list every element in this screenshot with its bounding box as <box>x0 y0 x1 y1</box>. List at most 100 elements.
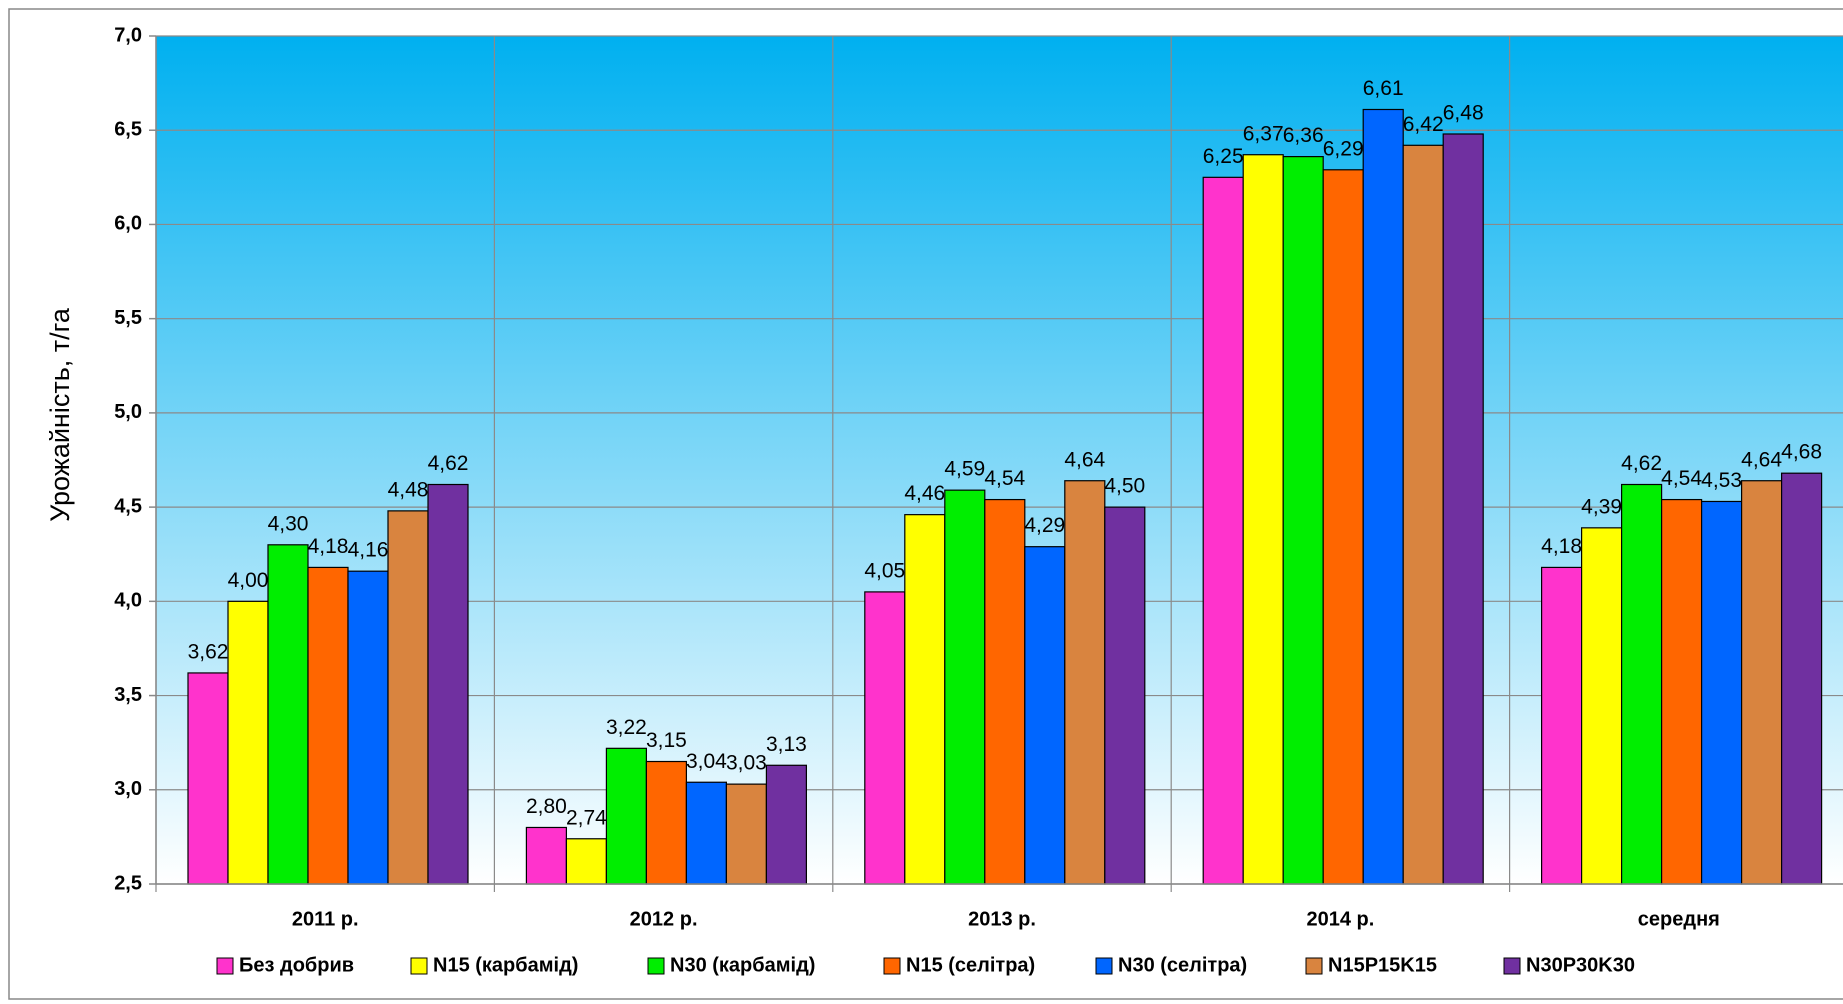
bar <box>427 483 469 885</box>
data-label: 4,59 <box>944 458 985 481</box>
data-label: 3,13 <box>766 733 807 756</box>
data-label: 6,29 <box>1323 137 1364 160</box>
bar <box>525 826 568 885</box>
legend-swatch <box>410 957 428 975</box>
bar <box>1104 506 1146 885</box>
data-label: 4,68 <box>1781 441 1822 464</box>
data-label: 3,04 <box>686 750 727 773</box>
bar <box>1282 156 1324 885</box>
legend-swatch <box>883 957 901 975</box>
bar <box>1700 500 1743 885</box>
bar <box>984 498 1026 885</box>
y-tick-label: 4,5 <box>114 495 142 517</box>
bar <box>1024 546 1066 885</box>
data-label: 4,62 <box>428 452 469 475</box>
legend-label: N30 (карбамід) <box>670 954 815 976</box>
legend-swatch <box>1095 957 1113 975</box>
bar <box>1740 480 1783 885</box>
data-label: 4,62 <box>1621 452 1662 475</box>
y-tick-label: 5,0 <box>114 401 142 423</box>
y-tick-label: 3,5 <box>114 684 142 706</box>
bar <box>864 591 906 885</box>
x-tick-label: 2011 р. <box>292 908 359 930</box>
y-tick-label: 5,5 <box>114 307 142 329</box>
data-label: 2,80 <box>526 795 567 818</box>
data-label: 3,15 <box>646 729 687 752</box>
legend-label: N30 (селітра) <box>1118 954 1247 976</box>
data-label: 3,62 <box>188 640 229 663</box>
x-tick-label: 2012 р. <box>630 908 698 930</box>
x-tick-label: середня <box>1638 908 1720 930</box>
legend-label: N15 (селітра) <box>906 954 1035 976</box>
data-label: 6,37 <box>1243 122 1284 145</box>
data-label: 6,36 <box>1283 124 1324 147</box>
data-label: 6,61 <box>1363 77 1404 100</box>
data-label: 3,03 <box>726 752 767 775</box>
bar <box>725 783 768 885</box>
x-tick-label: 2013 р. <box>968 908 1036 930</box>
legend-label: Без добрив <box>239 954 354 976</box>
data-label: 4,48 <box>388 478 429 501</box>
bar <box>1780 472 1823 885</box>
legend-swatch <box>1503 957 1521 975</box>
data-label: 6,42 <box>1403 113 1444 136</box>
bar <box>685 781 728 885</box>
bar <box>565 838 608 885</box>
data-label: 4,46 <box>904 482 945 505</box>
bar <box>1202 176 1244 885</box>
bar <box>187 672 229 885</box>
data-label: 2,74 <box>566 806 607 829</box>
legend-swatch <box>647 957 665 975</box>
data-label: 4,54 <box>1661 467 1702 490</box>
legend-label: N15P15K15 <box>1328 954 1437 976</box>
data-label: 4,50 <box>1104 475 1145 498</box>
bar <box>1660 498 1703 885</box>
data-label: 4,29 <box>1024 514 1065 537</box>
bar <box>1242 154 1284 885</box>
bar <box>1580 527 1623 885</box>
data-label: 4,64 <box>1064 448 1105 471</box>
data-label: 4,18 <box>1541 535 1582 558</box>
bar <box>1442 133 1484 885</box>
bar <box>1362 108 1404 885</box>
bar <box>904 514 946 885</box>
data-label: 6,25 <box>1203 145 1244 168</box>
x-tick-label: 2014 р. <box>1306 908 1374 930</box>
y-tick-label: 7,0 <box>114 24 142 46</box>
data-label: 4,18 <box>308 535 349 558</box>
bar <box>387 510 429 885</box>
data-label: 4,39 <box>1581 495 1622 518</box>
y-axis-label: Урожайність, т/га <box>45 307 75 522</box>
bar <box>1620 483 1663 885</box>
data-label: 6,48 <box>1443 102 1484 125</box>
bar <box>1402 144 1444 885</box>
legend-label: N30P30K30 <box>1526 954 1635 976</box>
y-tick-label: 4,0 <box>114 590 142 612</box>
data-label: 4,05 <box>864 559 905 582</box>
legend-swatch <box>216 957 234 975</box>
bar <box>645 760 688 885</box>
data-label: 4,16 <box>348 539 389 562</box>
bar <box>307 566 349 885</box>
bar <box>1540 566 1583 885</box>
bar <box>1064 480 1106 885</box>
data-label: 4,53 <box>1701 469 1742 492</box>
data-label: 3,22 <box>606 716 647 739</box>
bar <box>227 600 269 885</box>
legend-swatch <box>1305 957 1323 975</box>
data-label: 4,00 <box>228 569 269 592</box>
legend-label: N15 (карбамід) <box>433 954 578 976</box>
data-label: 4,30 <box>268 512 309 535</box>
bar <box>944 489 986 885</box>
bar <box>347 570 389 885</box>
y-tick-label: 2,5 <box>114 872 142 894</box>
bar <box>267 544 309 885</box>
data-label: 4,54 <box>984 467 1025 490</box>
y-tick-label: 6,5 <box>114 119 142 141</box>
bar <box>765 764 808 885</box>
y-tick-label: 6,0 <box>114 213 142 235</box>
bar <box>1322 169 1364 885</box>
y-tick-label: 3,0 <box>114 778 142 800</box>
bar <box>605 747 648 885</box>
